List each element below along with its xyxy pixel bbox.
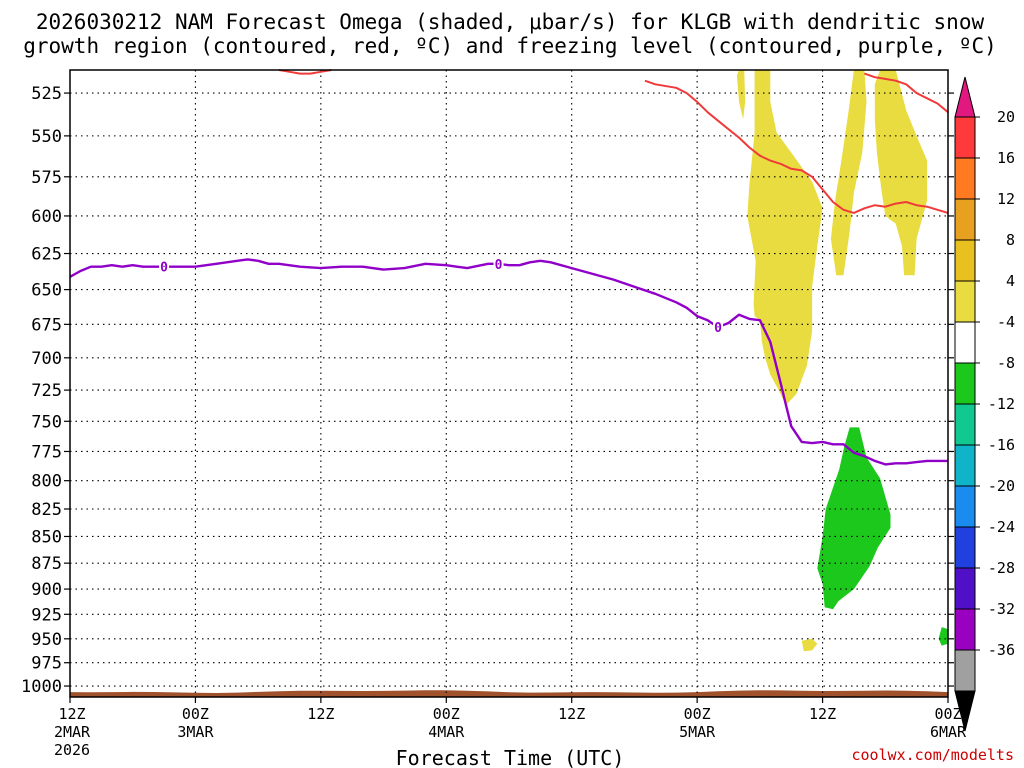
- pressure-axis: 525 550 575 600 625 650 675 700 725 750 775 800 825 8…: [21, 84, 954, 697]
- chart-title-line1: 2026030212 NAM Forecast Omega (shaded, μ…: [36, 10, 985, 34]
- colorbar-label-9: -20: [988, 477, 1015, 495]
- contour-label-1: 0: [495, 258, 503, 273]
- omega-shade-region-3: [874, 70, 928, 276]
- surface-terrain-layer: [70, 690, 948, 697]
- y-tick-label-750: 750: [31, 412, 62, 432]
- colorbar-segment-0: [954, 116, 976, 159]
- omega-shade-region-1: [747, 70, 823, 406]
- y-tick-label-925: 925: [31, 605, 62, 625]
- colorbar-segment-4: [954, 280, 976, 323]
- grid-lines: [70, 70, 948, 697]
- colorbar-label-11: -28: [988, 559, 1015, 577]
- x-tick-label-2: 12Z: [307, 705, 334, 723]
- y-tick-label-725: 725: [31, 381, 62, 401]
- x-tick-label-0: 12Z: [58, 705, 85, 723]
- y-tick-label-575: 575: [31, 168, 62, 188]
- contour-layer: 0 0 0: [69, 69, 949, 466]
- x-tick-date-7: 6MAR: [930, 723, 967, 741]
- colorbar-label-2: 12: [997, 190, 1015, 208]
- colorbar-label-5: -4: [997, 313, 1015, 331]
- colorbar-label-10: -24: [988, 518, 1015, 536]
- contour-label-bg-1: [493, 256, 504, 270]
- y-tick-label-600: 600: [31, 207, 62, 227]
- x-tick-date-3: 4MAR: [428, 723, 465, 741]
- colorbar-segment-5: [954, 321, 976, 364]
- surface-terrain: [70, 690, 948, 697]
- colorbar-label-4: 4: [1006, 272, 1015, 290]
- colorbar-segment-13: [954, 649, 976, 692]
- y-tick-label-650: 650: [31, 281, 62, 301]
- colorbar-label-3: 8: [1006, 231, 1015, 249]
- y-tick-label-775: 775: [31, 442, 62, 462]
- y-tick-label-875: 875: [31, 554, 62, 574]
- colorbar-label-7: -12: [988, 395, 1015, 413]
- y-tick-label-675: 675: [31, 315, 62, 335]
- y-tick-label-1000: 1000: [21, 677, 62, 697]
- contour-line-3: [278, 69, 332, 75]
- colorbar-segment-3: [954, 239, 976, 282]
- omega-shading-layer: [736, 70, 948, 652]
- colorbar-segment-7: [954, 403, 976, 446]
- colorbar-label-6: -8: [997, 354, 1015, 372]
- y-tick-label-950: 950: [31, 630, 62, 650]
- x-tick-year-0: 2026: [54, 741, 90, 759]
- colorbar-segment-11: [954, 567, 976, 610]
- x-tick-label-3: 00Z: [433, 705, 460, 723]
- x-tick-date-1: 3MAR: [177, 723, 214, 741]
- colorbar-label-12: -32: [988, 600, 1015, 618]
- colorbar-segment-6: [954, 362, 976, 405]
- omega-shade-region-5: [817, 427, 891, 610]
- x-tick-date-5: 5MAR: [679, 723, 716, 741]
- y-tick-label-625: 625: [31, 245, 62, 265]
- colorbar-segment-2: [954, 198, 976, 241]
- y-tick-label-800: 800: [31, 472, 62, 492]
- omega-shade-region-2: [830, 70, 867, 276]
- chart-title-line2: growth region (contoured, red, ºC) and f…: [23, 34, 997, 58]
- contour-label-bg-2: [713, 320, 724, 334]
- contour-line-0: [69, 258, 948, 466]
- x-tick-label-4: 12Z: [558, 705, 585, 723]
- colorbar-top-arrow: [954, 76, 976, 118]
- y-tick-label-850: 850: [31, 527, 62, 547]
- omega-shade-region-0: [736, 70, 746, 119]
- y-tick-label-525: 525: [31, 84, 62, 104]
- x-tick-label-1: 00Z: [182, 705, 209, 723]
- colorbar-label-8: -16: [988, 436, 1015, 454]
- contour-label-bg-0: [159, 259, 170, 273]
- colorbar-segment-10: [954, 526, 976, 569]
- y-tick-label-550: 550: [31, 127, 62, 147]
- omega-colorbar: 20 16 12 8 4 -4 -8 -12 -16 -20 -24 -28 -32 -36: [954, 76, 1015, 732]
- x-tick-label-6: 12Z: [809, 705, 836, 723]
- omega-shade-region-4: [801, 638, 818, 652]
- x-axis-label: Forecast Time (UTC): [396, 746, 625, 768]
- omega-shade-region-6: [938, 627, 948, 646]
- colorbar-segment-12: [954, 608, 976, 651]
- colorbar-segment-1: [954, 157, 976, 200]
- y-tick-label-700: 700: [31, 349, 62, 369]
- contour-line-2: [864, 72, 949, 113]
- colorbar-segment-9: [954, 485, 976, 528]
- contour-line-1: [644, 79, 949, 214]
- y-tick-label-975: 975: [31, 654, 62, 674]
- x-tick-date-0: 2MAR: [54, 723, 91, 741]
- plot-frame: [69, 69, 949, 698]
- colorbar-label-1: 16: [997, 149, 1015, 167]
- y-tick-label-825: 825: [31, 500, 62, 520]
- x-tick-label-5: 00Z: [684, 705, 711, 723]
- y-tick-label-900: 900: [31, 580, 62, 600]
- colorbar-label-0: 20: [997, 108, 1015, 126]
- credit-link[interactable]: coolwx.com/modelts: [851, 746, 1014, 764]
- colorbar-bottom-arrow: [954, 690, 976, 732]
- colorbar-label-13: -36: [988, 641, 1015, 659]
- contour-label-0: 0: [160, 261, 168, 276]
- colorbar-segment-8: [954, 444, 976, 487]
- contour-label-2: 0: [714, 321, 722, 336]
- x-tick-label-7: 00Z: [934, 705, 961, 723]
